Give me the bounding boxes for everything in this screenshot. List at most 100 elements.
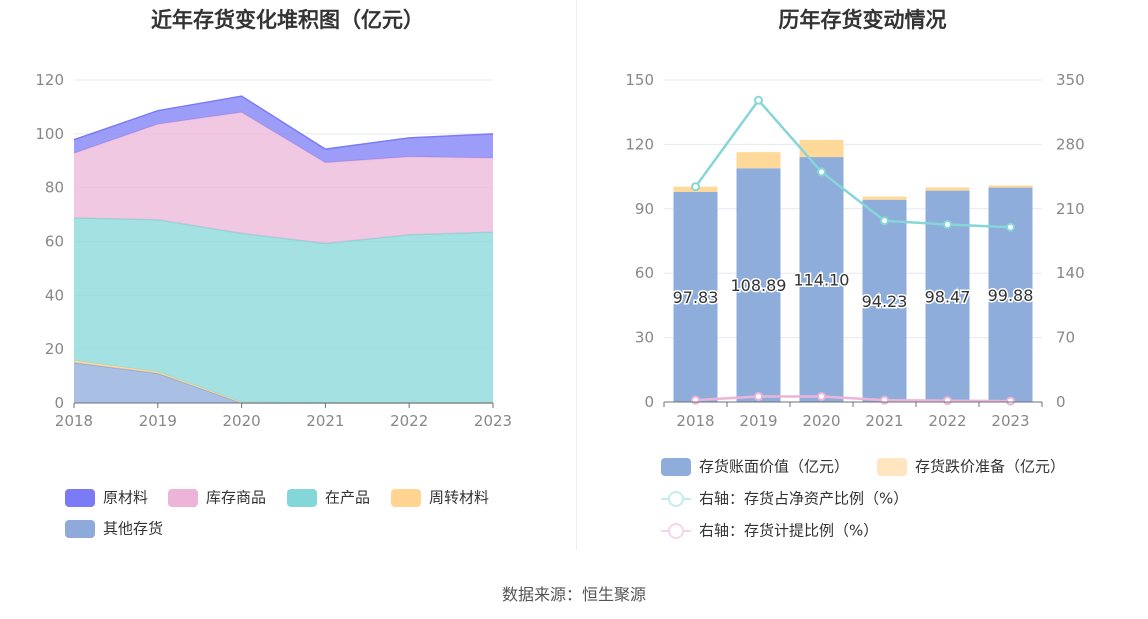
- area-series-4: [74, 96, 493, 163]
- y-tick-label: 30: [635, 329, 654, 347]
- legend-label-provision-ratio: 右轴：存货计提比例（%）: [699, 521, 879, 540]
- area-series-0: [74, 362, 493, 403]
- x-tick-label: 2022: [390, 412, 428, 430]
- data-source-note: 数据来源：恒生聚源: [501, 585, 646, 604]
- y2-tick-label: 280: [1056, 135, 1085, 153]
- x-tick-label: 2021: [865, 412, 903, 430]
- area-series-edge-4: [73, 95, 494, 150]
- line-point-1: [1006, 396, 1015, 406]
- legend-item-ratio-net-assets[interactable]: 右轴：存货占净资产比例（%）: [661, 488, 908, 508]
- stacked-area-chart: 0 20 40 60 80 100 120 2018 2019 2020 2021 2022 2023: [35, 71, 512, 430]
- bar-impairment: [799, 139, 844, 158]
- y-tick-label: 100: [35, 125, 64, 143]
- line-point-1: [691, 395, 700, 405]
- legend-line-icon-provision-ratio: [661, 522, 691, 540]
- line-point-0: [1006, 222, 1015, 232]
- y-tick-label: 150: [625, 71, 654, 89]
- legend-label-impairment: 存货跌价准备（亿元）: [915, 457, 1066, 476]
- bar-book-value: [736, 168, 781, 402]
- left-chart-title: 近年存货变化堆积图（亿元）: [151, 8, 424, 32]
- line-point-1: [943, 396, 952, 406]
- stacked-area-chart-panel: 近年存货变化堆积图（亿元） 0 20 40 60 80 100 120 2018 2019 202…: [0, 0, 575, 550]
- bar-impairment: [925, 187, 970, 191]
- bar-line-chart-panel: 历年存货变动情况 0 0 30 70 60 140 90 210 120 280 150 350 97.…: [577, 0, 1148, 550]
- bar-value-label: 114.10: [794, 271, 850, 290]
- y2-tick-label: 0: [1056, 393, 1066, 411]
- panel-divider: [576, 0, 577, 550]
- x-tick-label: 2019: [139, 412, 177, 430]
- legend-label-wip: 在产品: [325, 488, 371, 507]
- legend-item-raw-materials[interactable]: 原材料: [65, 487, 148, 507]
- line-point-0: [880, 216, 889, 226]
- legend-swatch-other-inventory: [65, 519, 95, 538]
- bar-value-label: 108.89: [731, 276, 787, 295]
- x-tick-label: 2018: [676, 412, 714, 430]
- area-series-2: [74, 217, 493, 403]
- legend-label-inventory-goods: 库存商品: [206, 488, 267, 507]
- bar-impairment: [862, 196, 907, 200]
- y-tick-label: 120: [625, 135, 654, 153]
- bar-value-label: 97.83: [673, 288, 719, 307]
- bar-value-label: 94.23: [862, 292, 908, 311]
- legend-item-inventory-goods[interactable]: 库存商品: [168, 487, 266, 507]
- legend-label-book-value: 存货账面价值（亿元）: [699, 457, 850, 476]
- y-tick-label: 60: [635, 264, 654, 282]
- line-point-1: [880, 395, 889, 405]
- legend-line-icon-ratio-net-assets: [661, 490, 691, 508]
- y2-tick-label: 140: [1056, 264, 1085, 282]
- bar-line-chart: 0 0 30 70 60 140 90 210 120 280 150 350 97.83 108.89 1…: [625, 71, 1085, 430]
- legend-item-other-inventory[interactable]: 其他存货: [65, 518, 163, 538]
- y-tick-label: 90: [635, 200, 654, 218]
- bar-impairment: [736, 152, 781, 169]
- y-tick-label: 0: [54, 394, 64, 412]
- line-series-1: [695, 395, 1011, 403]
- legend-swatch-raw-materials: [65, 488, 95, 507]
- line-point-0: [943, 219, 952, 229]
- bar-book-value: [799, 157, 844, 402]
- legend-label-turnover-materials: 周转材料: [429, 488, 490, 507]
- legend-label-raw-materials: 原材料: [103, 488, 149, 507]
- y2-tick-label: 70: [1056, 329, 1075, 347]
- y-tick-label: 120: [35, 71, 64, 89]
- x-tick-label: 2022: [928, 412, 966, 430]
- line-point-0: [754, 95, 763, 105]
- x-tick-label: 2021: [306, 412, 344, 430]
- line-point-0: [691, 182, 700, 192]
- y2-tick-label: 350: [1056, 71, 1085, 89]
- bar-impairment: [988, 185, 1033, 188]
- legend-item-book-value[interactable]: 存货账面价值（亿元）: [661, 456, 849, 476]
- right-chart-title: 历年存货变动情况: [778, 8, 947, 32]
- legend-swatch-inventory-goods: [168, 488, 198, 507]
- y-tick-label: 60: [45, 233, 64, 251]
- legend-item-impairment[interactable]: 存货跌价准备（亿元）: [877, 456, 1065, 476]
- y-tick-label: 0: [644, 393, 654, 411]
- legend-label-ratio-net-assets: 右轴：存货占净资产比例（%）: [699, 489, 909, 508]
- bar-book-value: [673, 191, 718, 402]
- y2-tick-label: 210: [1056, 200, 1085, 218]
- legend-label-other-inventory: 其他存货: [103, 519, 164, 538]
- y-tick-label: 40: [45, 286, 64, 304]
- x-tick-label: 2020: [223, 412, 261, 430]
- line-series-0: [694, 98, 1011, 229]
- legend-swatch-book-value: [661, 457, 691, 476]
- legend-swatch-wip: [287, 488, 317, 507]
- legend-item-provision-ratio[interactable]: 右轴：存货计提比例（%）: [661, 520, 878, 540]
- line-point-0: [817, 167, 826, 177]
- legend-item-wip[interactable]: 在产品: [287, 487, 370, 507]
- line-point-1: [754, 391, 763, 401]
- legend-item-turnover-materials[interactable]: 周转材料: [391, 487, 489, 507]
- bar-value-label: 99.88: [988, 286, 1034, 305]
- x-tick-label: 2018: [55, 412, 93, 430]
- x-tick-label: 2023: [991, 412, 1029, 430]
- legend-swatch-turnover-materials: [391, 488, 421, 507]
- y-tick-label: 80: [45, 179, 64, 197]
- bar-book-value: [862, 199, 907, 402]
- legend-swatch-impairment: [877, 457, 907, 476]
- x-tick-label: 2023: [474, 412, 512, 430]
- area-series-3: [74, 112, 493, 244]
- x-tick-label: 2019: [739, 412, 777, 430]
- y-tick-label: 20: [45, 340, 64, 358]
- line-point-1: [817, 391, 826, 401]
- x-tick-label: 2020: [802, 412, 840, 430]
- bar-value-label: 98.47: [925, 287, 971, 306]
